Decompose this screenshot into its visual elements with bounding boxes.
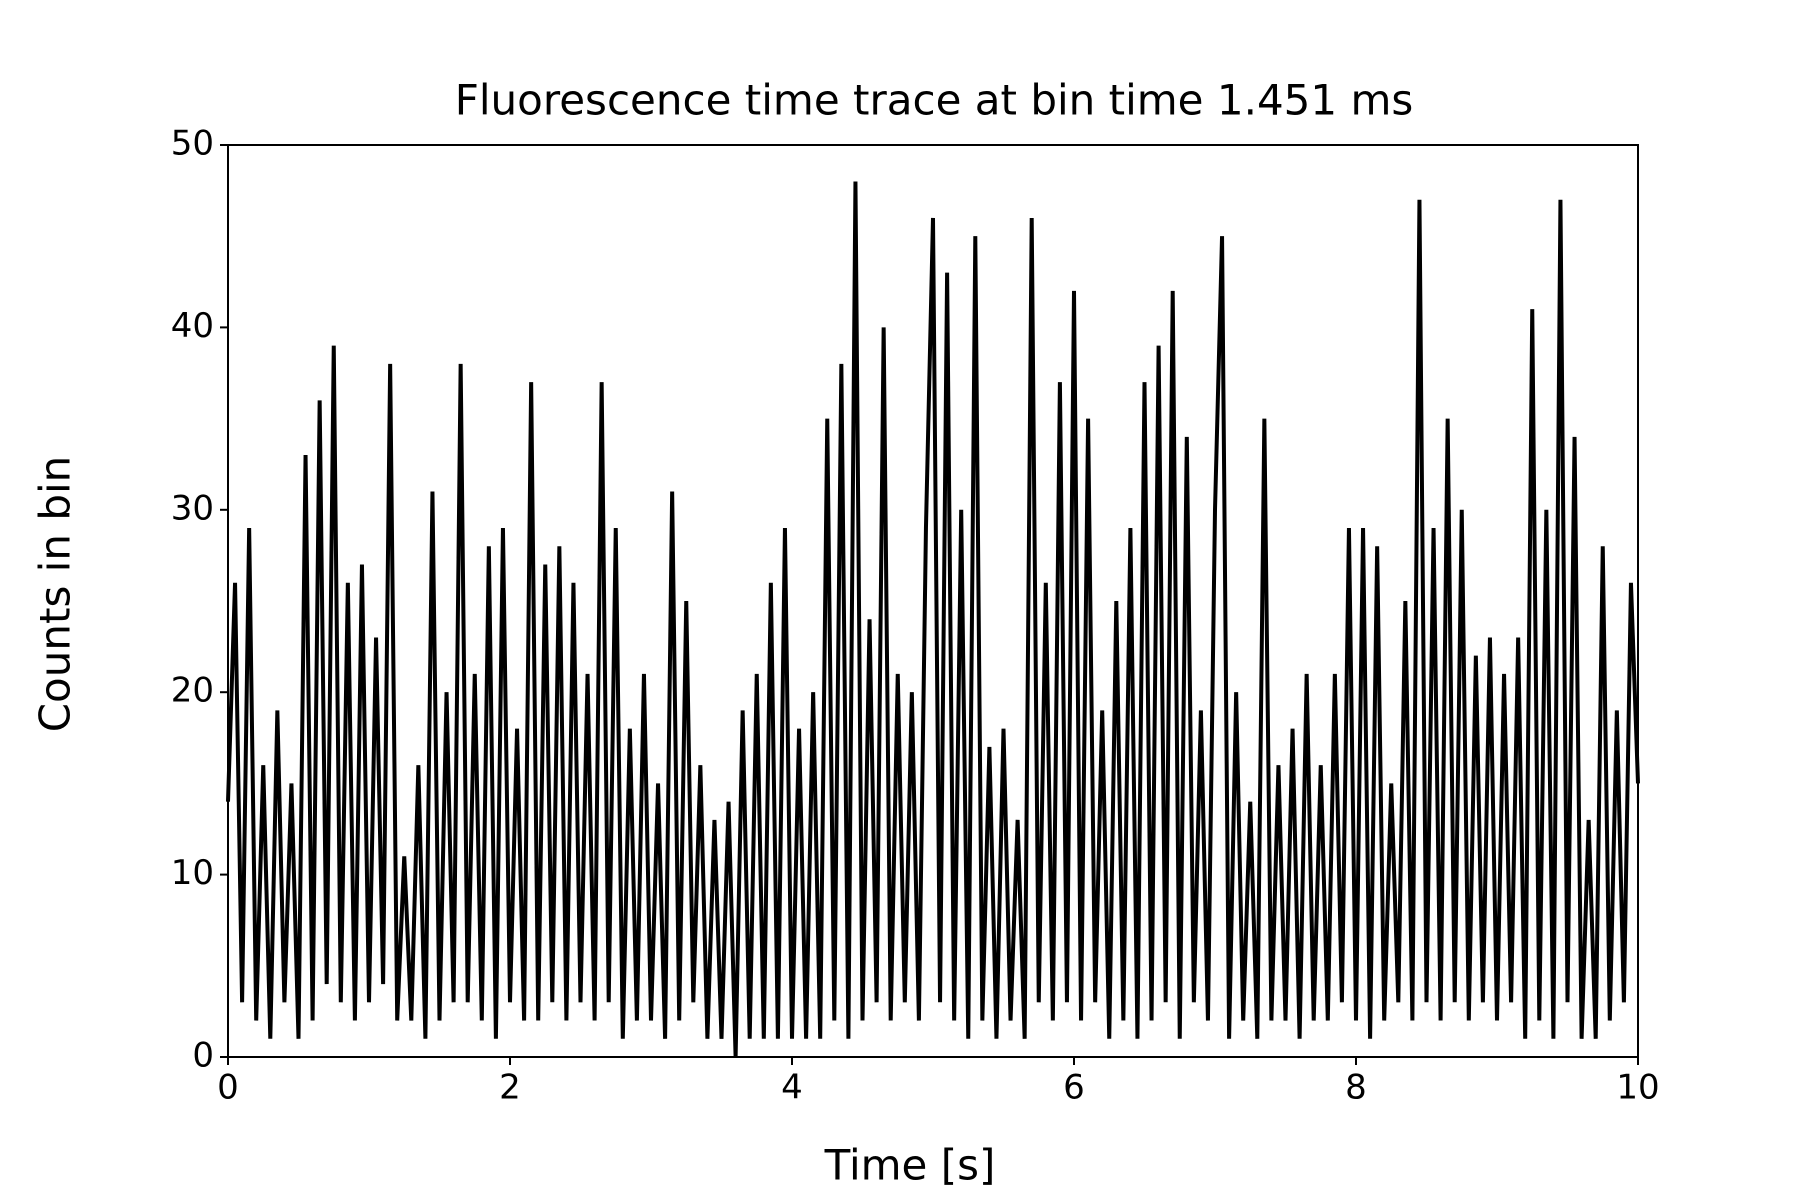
x-tick-label: 2 xyxy=(499,1068,521,1108)
y-tick-label: 0 xyxy=(192,1036,214,1076)
y-tick-label: 10 xyxy=(171,853,214,893)
x-tick-label: 4 xyxy=(781,1068,803,1108)
x-tick-label: 6 xyxy=(1063,1068,1085,1108)
y-tick-label: 20 xyxy=(171,671,214,711)
plot-frame xyxy=(227,144,1639,1058)
x-axis-label: Time [s] xyxy=(824,1141,996,1190)
y-tick-label: 30 xyxy=(171,488,214,528)
x-tick-label: 8 xyxy=(1345,1068,1367,1108)
chart-title: Fluorescence time trace at bin time 1.45… xyxy=(455,76,1414,125)
y-tick-label: 40 xyxy=(171,306,214,346)
y-axis-label: Counts in bin xyxy=(31,456,80,733)
x-tick-label: 10 xyxy=(1616,1068,1659,1108)
x-tick-label: 0 xyxy=(217,1068,239,1108)
y-tick-label: 50 xyxy=(171,124,214,164)
trace-line xyxy=(226,181,1640,1058)
